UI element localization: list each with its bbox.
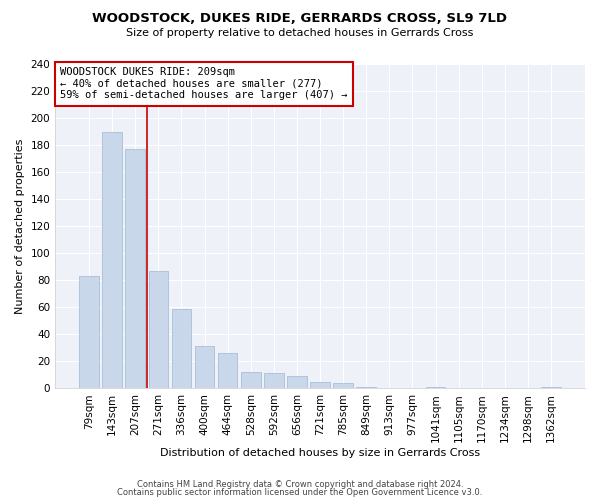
X-axis label: Distribution of detached houses by size in Gerrards Cross: Distribution of detached houses by size … <box>160 448 480 458</box>
Bar <box>356 387 376 388</box>
Bar <box>125 149 145 388</box>
Text: Contains public sector information licensed under the Open Government Licence v3: Contains public sector information licen… <box>118 488 482 497</box>
Text: Size of property relative to detached houses in Gerrards Cross: Size of property relative to detached ho… <box>127 28 473 38</box>
Bar <box>79 276 99 388</box>
Bar <box>310 382 330 388</box>
Bar <box>241 372 260 388</box>
Bar <box>264 374 284 388</box>
Text: WOODSTOCK, DUKES RIDE, GERRARDS CROSS, SL9 7LD: WOODSTOCK, DUKES RIDE, GERRARDS CROSS, S… <box>92 12 508 26</box>
Bar <box>218 353 238 388</box>
Text: Contains HM Land Registry data © Crown copyright and database right 2024.: Contains HM Land Registry data © Crown c… <box>137 480 463 489</box>
Bar <box>103 132 122 388</box>
Bar <box>426 387 445 388</box>
Bar <box>172 308 191 388</box>
Text: WOODSTOCK DUKES RIDE: 209sqm
← 40% of detached houses are smaller (277)
59% of s: WOODSTOCK DUKES RIDE: 209sqm ← 40% of de… <box>61 67 348 100</box>
Y-axis label: Number of detached properties: Number of detached properties <box>15 138 25 314</box>
Bar <box>287 376 307 388</box>
Bar <box>334 383 353 388</box>
Bar <box>195 346 214 389</box>
Bar <box>149 271 168 388</box>
Bar <box>541 387 561 388</box>
